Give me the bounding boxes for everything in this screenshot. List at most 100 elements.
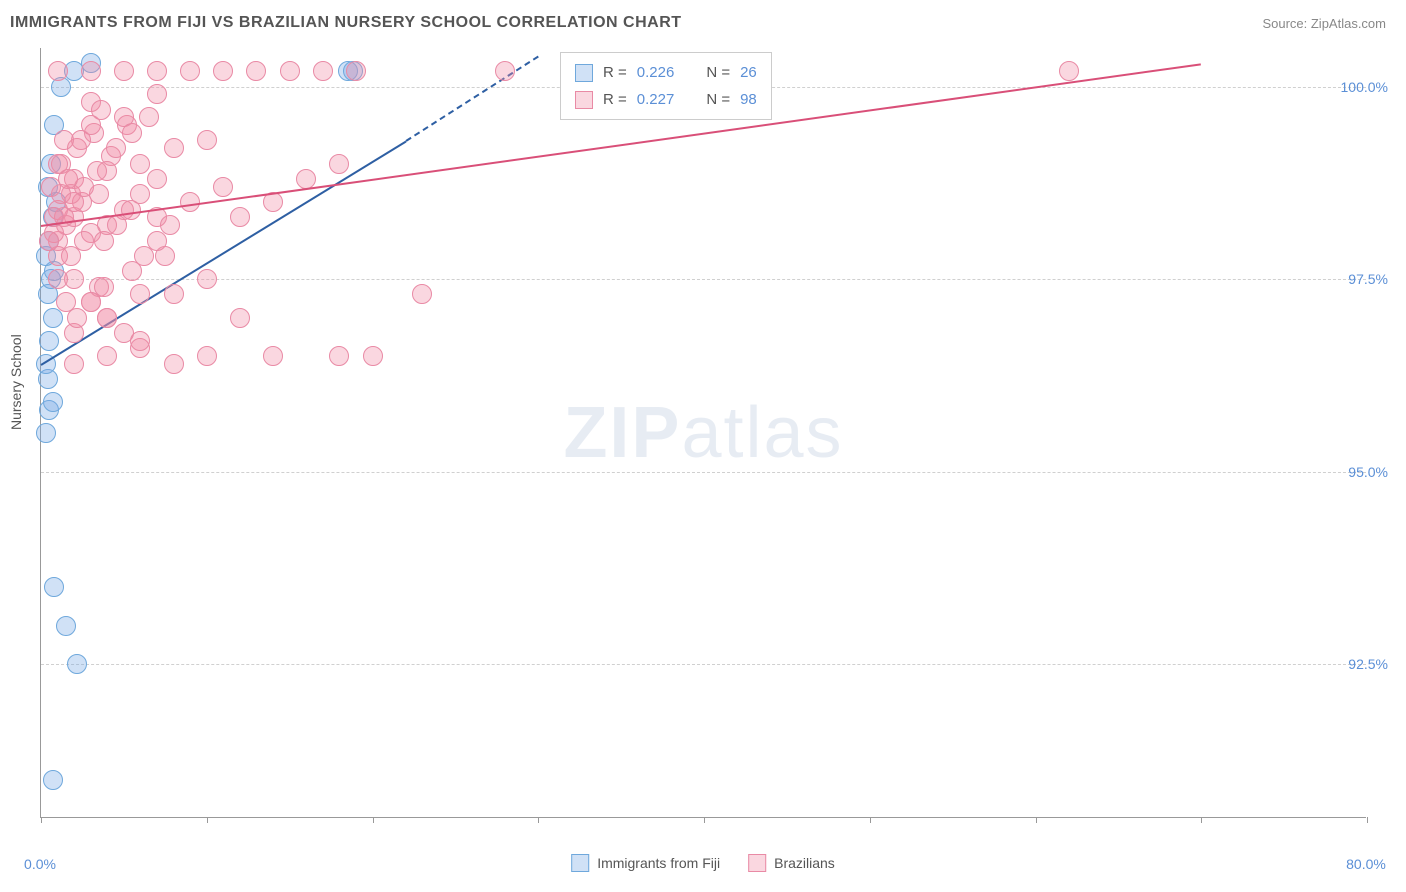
data-point [97, 346, 117, 366]
legend-item-brazilians: Brazilians [748, 854, 835, 872]
source-prefix: Source: [1262, 16, 1310, 31]
watermark: ZIPatlas [563, 392, 843, 474]
watermark-bold: ZIP [563, 393, 681, 473]
y-tick-label: 92.5% [1348, 656, 1388, 672]
data-point [197, 130, 217, 150]
swatch-fiji-bottom [571, 854, 589, 872]
data-point [230, 207, 250, 227]
watermark-light: atlas [681, 393, 843, 473]
swatch-fiji [575, 64, 593, 82]
data-point [48, 61, 68, 81]
n-label: N = [706, 86, 730, 113]
data-point [48, 154, 68, 174]
data-point [106, 138, 126, 158]
x-tick [1036, 817, 1037, 823]
grid-line [41, 664, 1366, 665]
x-tick [870, 817, 871, 823]
swatch-brazilians-bottom [748, 854, 766, 872]
correlation-chart: IMMIGRANTS FROM FIJI VS BRAZILIAN NURSER… [0, 0, 1406, 892]
data-point [280, 61, 300, 81]
legend-row-brazilians: R = 0.227 N = 98 [575, 86, 757, 113]
data-point [495, 61, 515, 81]
data-point [43, 770, 63, 790]
r-label: R = [603, 59, 627, 86]
y-tick-label: 100.0% [1341, 79, 1388, 95]
x-tick [538, 817, 539, 823]
data-point [114, 61, 134, 81]
data-point [36, 423, 56, 443]
swatch-brazilians [575, 91, 593, 109]
data-point [147, 84, 167, 104]
data-point [81, 61, 101, 81]
data-point [43, 392, 63, 412]
data-point [180, 61, 200, 81]
y-tick-label: 97.5% [1348, 271, 1388, 287]
data-point [164, 138, 184, 158]
data-point [197, 269, 217, 289]
source-name: ZipAtlas.com [1311, 16, 1386, 31]
data-point [56, 616, 76, 636]
data-point [41, 177, 61, 197]
r-label: R = [603, 86, 627, 113]
data-point [39, 231, 59, 251]
data-point [180, 192, 200, 212]
source-label: Source: ZipAtlas.com [1262, 16, 1386, 31]
x-tick-label: 0.0% [24, 856, 56, 872]
data-point [329, 154, 349, 174]
legend-item-fiji: Immigrants from Fiji [571, 854, 720, 872]
data-point [160, 215, 180, 235]
data-point [346, 61, 366, 81]
data-point [54, 130, 74, 150]
r-value-fiji: 0.226 [637, 59, 675, 86]
y-tick-label: 95.0% [1348, 464, 1388, 480]
data-point [91, 100, 111, 120]
legend-label-brazilians: Brazilians [774, 855, 835, 871]
data-point [74, 231, 94, 251]
data-point [87, 161, 107, 181]
data-point [164, 284, 184, 304]
data-point [164, 354, 184, 374]
data-point [412, 284, 432, 304]
x-tick [1367, 817, 1368, 823]
data-point [130, 154, 150, 174]
data-point [48, 269, 68, 289]
data-point [122, 123, 142, 143]
data-point [97, 308, 117, 328]
grid-line [41, 279, 1366, 280]
grid-line [41, 472, 1366, 473]
r-value-brazilians: 0.227 [637, 86, 675, 113]
legend-label-fiji: Immigrants from Fiji [597, 855, 720, 871]
data-point [147, 61, 167, 81]
data-point [64, 354, 84, 374]
data-point [246, 61, 266, 81]
n-label: N = [706, 59, 730, 86]
data-point [67, 654, 87, 674]
chart-title: IMMIGRANTS FROM FIJI VS BRAZILIAN NURSER… [10, 14, 682, 32]
data-point [197, 346, 217, 366]
legend-series: Immigrants from Fiji Brazilians [571, 854, 835, 872]
data-point [230, 308, 250, 328]
legend-correlation: R = 0.226 N = 26 R = 0.227 N = 98 [560, 52, 772, 120]
x-tick [41, 817, 42, 823]
x-tick [207, 817, 208, 823]
data-point [263, 346, 283, 366]
legend-row-fiji: R = 0.226 N = 26 [575, 59, 757, 86]
plot-area: ZIPatlas [40, 48, 1366, 818]
data-point [363, 346, 383, 366]
x-tick [1201, 817, 1202, 823]
data-point [130, 331, 150, 351]
x-tick-label: 80.0% [1346, 856, 1386, 872]
data-point [139, 107, 159, 127]
y-axis-label: Nursery School [8, 334, 24, 430]
data-point [313, 61, 333, 81]
data-point [213, 177, 233, 197]
data-point [147, 169, 167, 189]
data-point [296, 169, 316, 189]
data-point [1059, 61, 1079, 81]
data-point [329, 346, 349, 366]
x-tick [704, 817, 705, 823]
data-point [39, 331, 59, 351]
data-point [213, 61, 233, 81]
n-value-brazilians: 98 [740, 86, 757, 113]
data-point [94, 277, 114, 297]
